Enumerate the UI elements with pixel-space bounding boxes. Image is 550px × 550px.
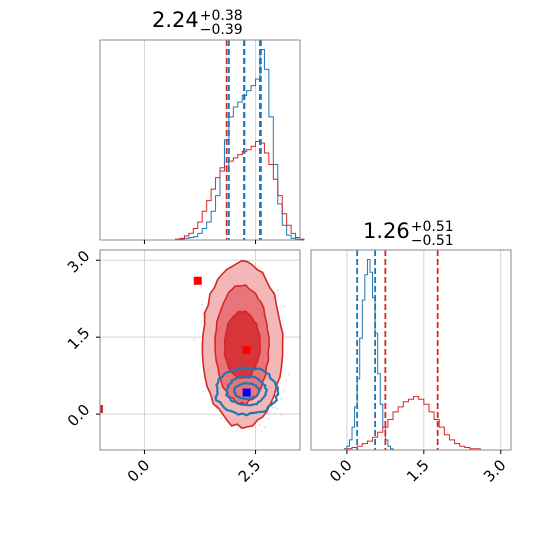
bl-sample-red-202: [271, 406, 274, 409]
tl-series-1: [171, 140, 305, 241]
bl-sample-red-131: [200, 303, 203, 306]
bl-sample-red-146: [287, 373, 290, 376]
title-param1-plus: +0.38: [199, 7, 243, 24]
histogram-panel-param2: 0.0 1.5 3.0: [310, 249, 512, 486]
bl-sample-red-215: [276, 289, 279, 292]
red-contour-level-2: [223, 310, 262, 379]
bl-ytick-label-2: 3.0: [64, 247, 94, 277]
bl-xtick-label-0: 0.0: [124, 456, 154, 486]
tl-series-0: [171, 49, 305, 241]
bl-sample-red-188: [258, 423, 261, 426]
contour-panel: 0.0 2.5 0.0 1.5 3.0: [64, 247, 301, 486]
left-edge-marker: [100, 404, 103, 413]
bl-sample-red-19: [280, 316, 283, 319]
bl-sample-red-105: [282, 305, 285, 308]
title-param2-errors: +0.51 −0.51: [411, 220, 454, 248]
truth-marker-1: [242, 346, 251, 354]
bl-ytick-label-1: 1.5: [64, 324, 94, 354]
title-param2-minus: −0.51: [410, 232, 454, 249]
title-param2: 1.26 +0.51 −0.51: [363, 219, 454, 248]
title-param1-value: 2.24: [152, 8, 199, 32]
bl-sample-red-176: [263, 426, 266, 428]
tl-frame: [99, 39, 301, 241]
title-param1-minus: −0.39: [199, 21, 243, 38]
bl-sample-red-123: [284, 379, 287, 382]
br-xtick-label-2: 3.0: [480, 456, 510, 486]
br-xtick-label-0: 0.0: [326, 456, 356, 486]
br-series-1: [341, 396, 506, 451]
bl-sample-blue-11: [274, 412, 276, 415]
bl-sample-red-38: [220, 417, 223, 420]
title-param1: 2.24 +0.38 −0.39: [152, 8, 243, 37]
truth-marker-2: [242, 388, 251, 397]
br-xtick-label-1: 1.5: [403, 456, 433, 486]
bl-sample-red-111: [193, 338, 196, 341]
histogram-panel-param1: [99, 39, 305, 244]
blue-contour-level-1: [224, 375, 268, 407]
title-param2-value: 1.26: [363, 219, 410, 243]
blue-contour-level-2: [232, 381, 261, 401]
bl-sample-red-103: [236, 426, 239, 429]
bl-xtick-label-1: 2.5: [235, 456, 265, 486]
br-frame: [310, 249, 512, 451]
bl-sample-red-216: [260, 430, 263, 433]
bl-ytick-label-0: 0.0: [64, 401, 94, 431]
blue-contour-level-0: [214, 366, 280, 417]
bl-sample-blue-101: [283, 389, 285, 392]
bl-sample-blue-68: [280, 413, 282, 416]
bl-sample-red-51: [276, 407, 279, 410]
truth-marker-0: [193, 276, 202, 285]
bl-frame: [99, 249, 301, 451]
bl-sample-red-196: [267, 417, 270, 420]
bl-sample-red-179: [280, 398, 283, 400]
bl-sample-blue-5: [274, 406, 277, 409]
bl-sample-blue-47: [277, 384, 280, 387]
title-param2-plus: +0.51: [410, 218, 454, 235]
bl-sample-red-37: [202, 390, 205, 393]
bl-sample-red-136: [215, 407, 218, 410]
title-param1-errors: +0.38 −0.39: [200, 9, 243, 37]
bl-sample-red-208: [202, 313, 205, 315]
